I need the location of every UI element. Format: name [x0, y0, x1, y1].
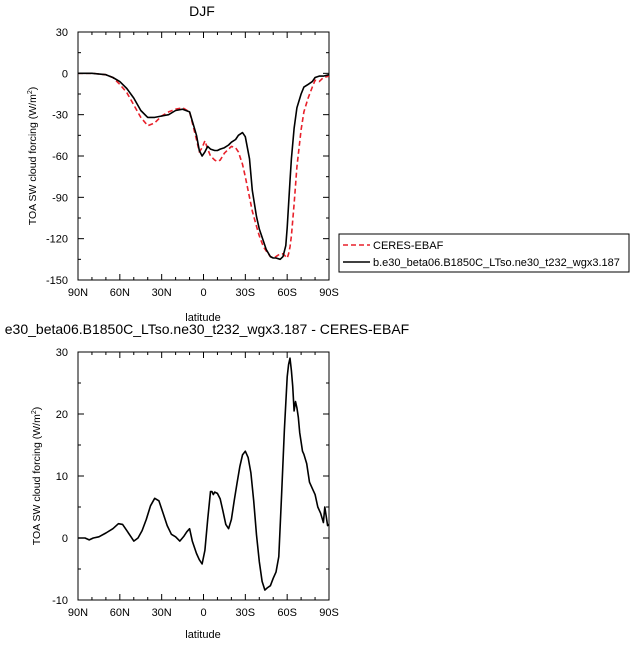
chart-top-x-tick-label: 60S [277, 287, 297, 299]
chart-bottom-x-tick-label: 60S [277, 607, 297, 619]
chart-bottom-x-axis-label: latitude [185, 629, 220, 641]
legend-entry-model: b.e30_beta06.B1850C_LTso.ne30_t232_wgx3.… [373, 257, 620, 269]
chart-top-y-tick-label: -90 [52, 192, 68, 204]
chart-top-x-tick-label: 30S [236, 287, 256, 299]
chart-top-y-tick-label: 30 [56, 27, 68, 39]
chart-top-series-line-0 [78, 72, 330, 259]
chart-bottom-plot-frame [77, 351, 330, 601]
chart-bottom-x-tick-label: 60N [110, 607, 130, 619]
chart-bottom-series-line-0 [78, 357, 330, 591]
chart-top-x-tick-label: 90N [68, 287, 88, 299]
chart-bottom: e30_beta06.B1850C_LTso.ne30_t232_wgx3.18… [5, 321, 409, 641]
chart-top-y-tick-label: 0 [62, 68, 68, 80]
chart-top-x-axis-label: latitude [185, 312, 220, 324]
chart-top-ticks: 90N 60N 30N 0 30S 60S 90S 30 0 -30 -60 -90 -120 -150 [46, 27, 339, 299]
chart-bottom-ticks: 90N 60N 30N 0 30S 60S 90S 30 20 10 0 -10 [52, 347, 339, 619]
legend-box [338, 233, 630, 273]
chart-top-x-tick-label: 60N [110, 287, 130, 299]
chart-top-x-tick-label: 0 [200, 287, 206, 299]
chart-top-y-axis-label: TOA SW cloud forcing (W/m2) [27, 87, 39, 226]
chart-bottom-x-tick-label: 90S [319, 607, 339, 619]
chart-bottom-y-tick-label: 30 [56, 347, 68, 359]
chart-top-series-line-1 [78, 72, 330, 261]
chart-bottom-x-tick-label: 30N [152, 607, 172, 619]
chart-bottom-x-tick-label: 30S [236, 607, 256, 619]
chart-bottom-y-tick-label: 0 [62, 533, 68, 545]
legend-entry-ceres: CERES-EBAF [373, 240, 444, 252]
chart-bottom-y-tick-label: 10 [56, 471, 68, 483]
chart-bottom-y-tick-label: -10 [52, 595, 68, 607]
chart-top-title: DJF [189, 3, 215, 19]
chart-top-y-tick-label: -120 [46, 234, 68, 246]
chart-bottom-title: e30_beta06.B1850C_LTso.ne30_t232_wgx3.18… [5, 321, 409, 337]
chart-bottom-x-tick-label: 90N [68, 607, 88, 619]
chart-top-series-group [78, 72, 330, 261]
chart-bottom-y-axis-label: TOA SW cloud forcing (W/m2) [31, 407, 43, 546]
chart-top: DJF 90N 60N 30N 0 30S 60S 90S 30 0 -30 -60 -90 -120 -… [27, 3, 630, 324]
chart-top-y-tick-label: -30 [52, 110, 68, 122]
chart-top-x-tick-label: 30N [152, 287, 172, 299]
chart-top-x-tick-label: 90S [319, 287, 339, 299]
chart-top-y-tick-label: -60 [52, 151, 68, 163]
chart-bottom-x-tick-label: 0 [200, 607, 206, 619]
chart-bottom-series-group [78, 357, 330, 591]
chart-top-legend: CERES-EBAF b.e30_beta06.B1850C_LTso.ne30… [338, 233, 630, 273]
chart-bottom-y-tick-label: 20 [56, 409, 68, 421]
chart-top-y-tick-label: -150 [46, 275, 68, 287]
